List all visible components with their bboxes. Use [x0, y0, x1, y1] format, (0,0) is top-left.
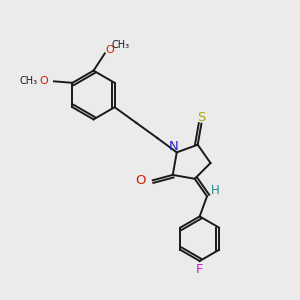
Text: F: F: [196, 263, 203, 276]
Text: CH₃: CH₃: [111, 40, 129, 50]
Text: O: O: [136, 174, 146, 188]
Text: N: N: [168, 140, 178, 153]
Text: O: O: [106, 44, 115, 55]
Text: H: H: [211, 184, 220, 197]
Text: S: S: [197, 111, 206, 124]
Text: O: O: [39, 76, 48, 86]
Text: CH₃: CH₃: [20, 76, 38, 86]
